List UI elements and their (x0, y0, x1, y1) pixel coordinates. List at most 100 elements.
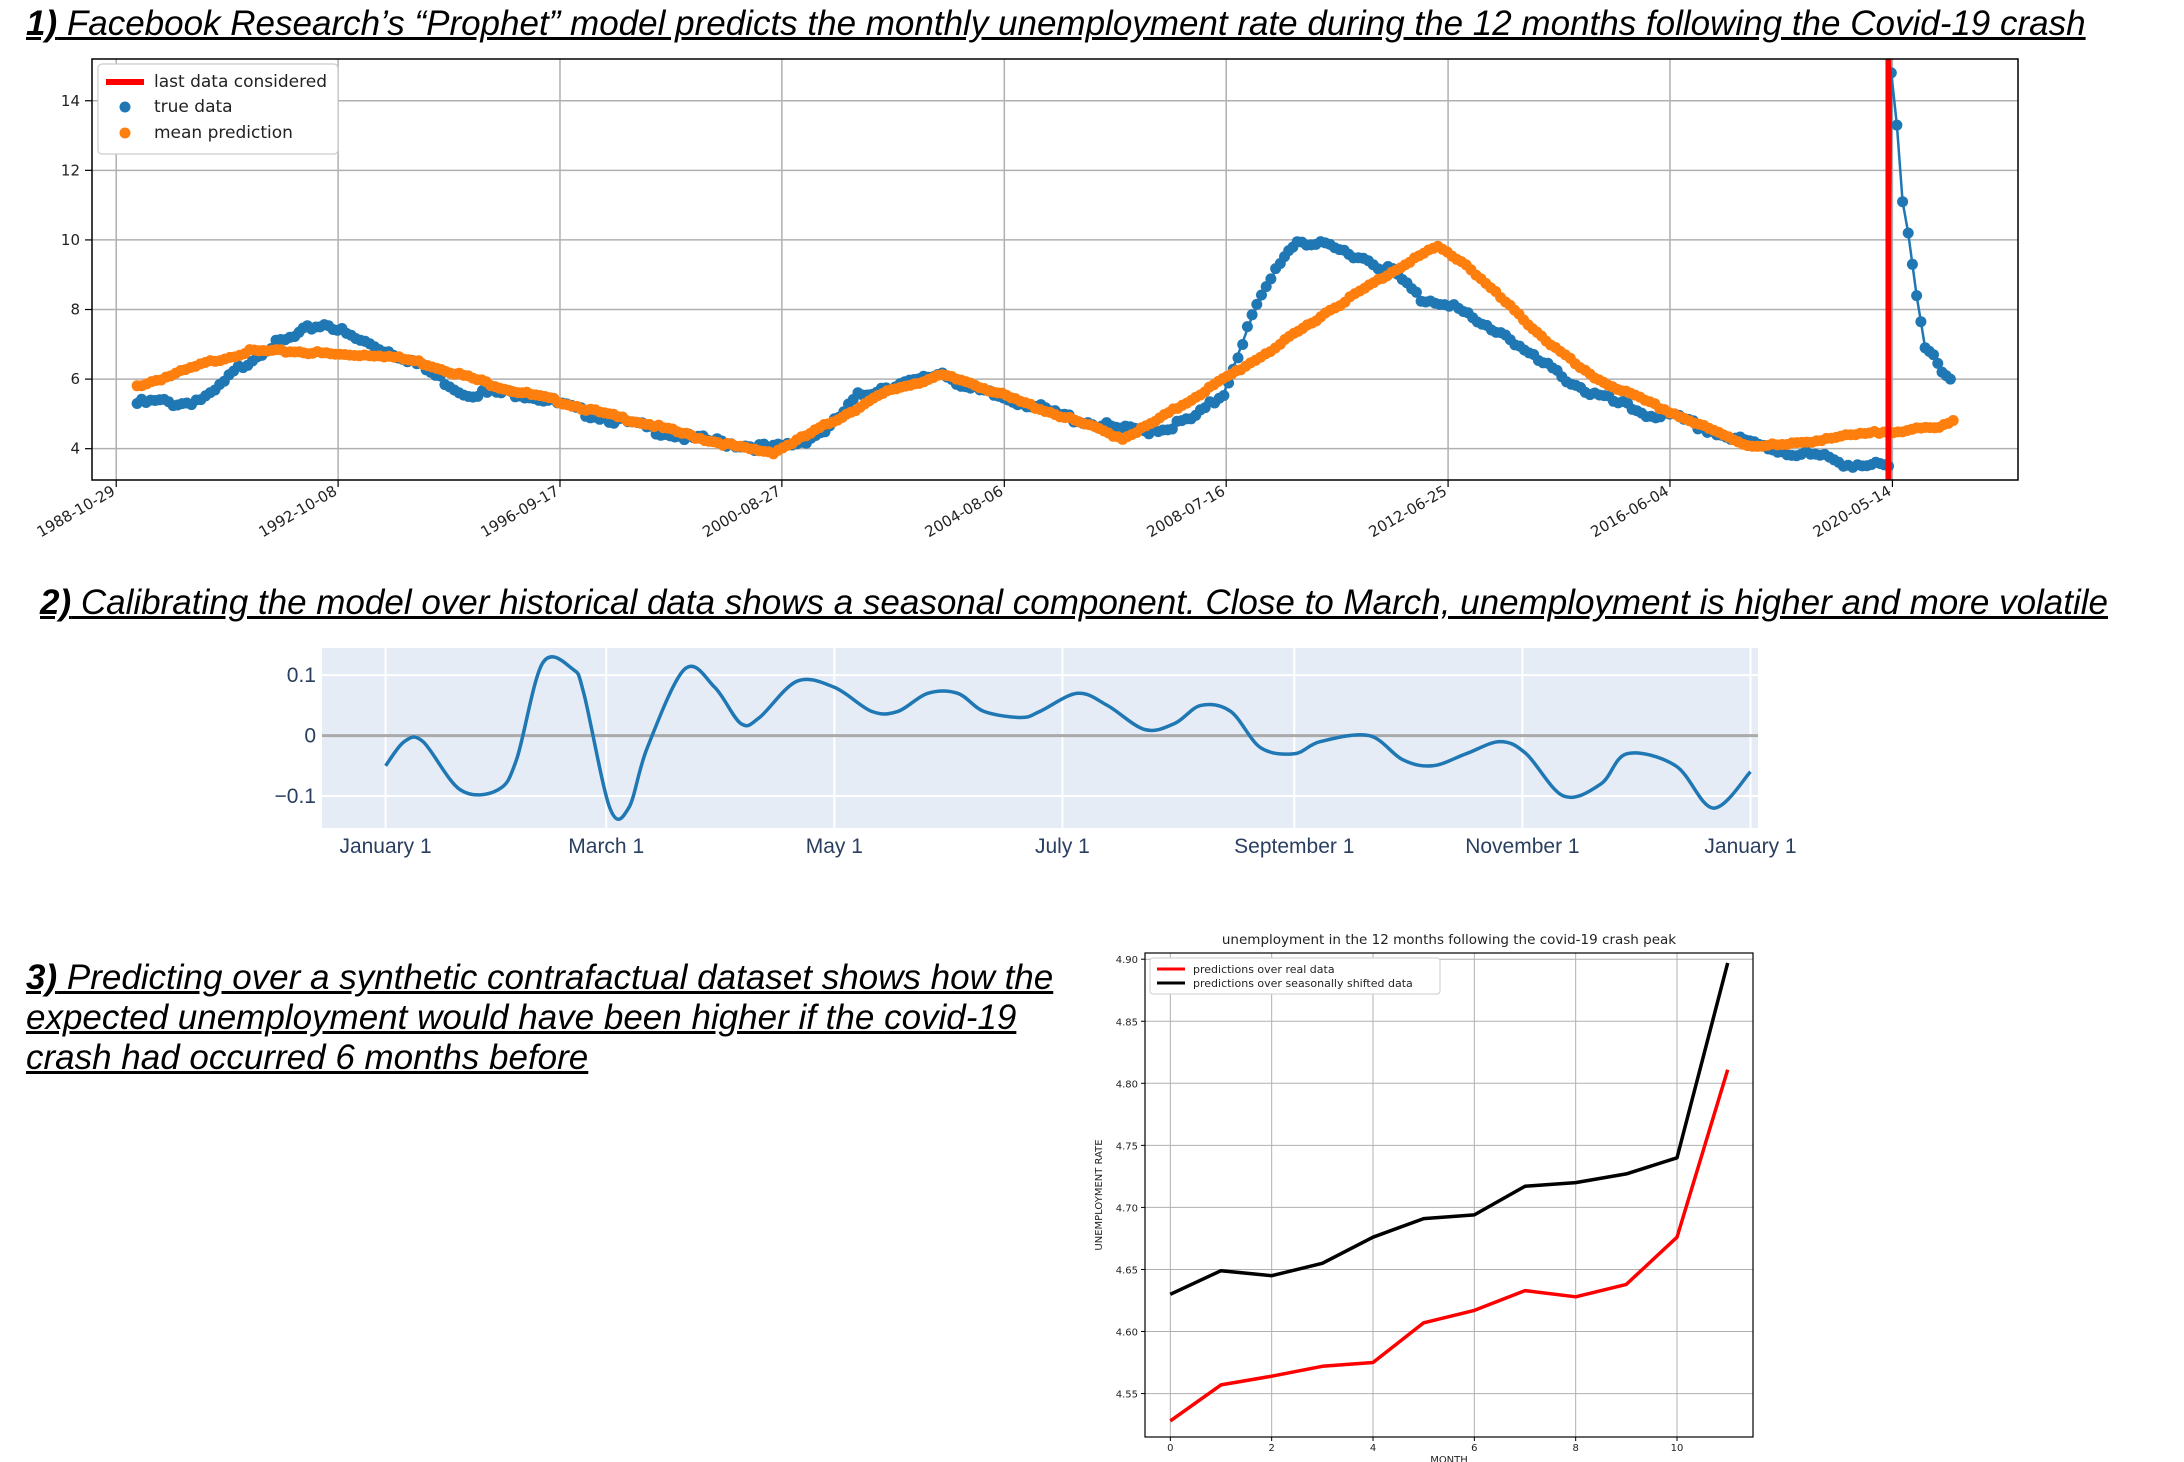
true-data-point (1795, 448, 1807, 460)
mean-prediction-point (823, 418, 835, 430)
true-data-point (542, 394, 554, 406)
mean-prediction-point (1167, 403, 1179, 415)
mean-prediction-point (1226, 368, 1238, 380)
true-data-point (688, 432, 700, 444)
mean-prediction-point (877, 388, 889, 399)
mean-prediction-point (1607, 381, 1618, 393)
true-data-point (314, 321, 326, 333)
x-tick-label: 2012-06-25 (1366, 482, 1451, 541)
true-data-point (1645, 410, 1657, 422)
true-data-point (1157, 424, 1169, 436)
mean-prediction-point (685, 429, 697, 441)
true-data-point (1058, 408, 1070, 420)
true-data-point (1650, 412, 1662, 424)
true-data-point (1687, 415, 1699, 427)
x-tick-label: 6 (1471, 1443, 1477, 1454)
true-data-point (974, 384, 986, 396)
true-data-point (800, 437, 812, 449)
mean-prediction-point (1098, 425, 1110, 437)
mean-prediction-point (1475, 273, 1487, 285)
mean-prediction-point (1260, 348, 1271, 360)
mean-prediction-point (1074, 416, 1086, 428)
true-data-point (1776, 446, 1788, 458)
mean-prediction-point (1269, 342, 1281, 354)
true-data-point (190, 394, 202, 406)
true-data-point (172, 399, 184, 411)
true-data-point (1874, 458, 1886, 469)
mean-prediction-point (886, 384, 898, 395)
true-data-point (749, 445, 761, 456)
true-data-point (584, 412, 596, 424)
true-data-point (354, 334, 366, 346)
true-data-point (1091, 421, 1103, 433)
mean-prediction-point (471, 374, 483, 386)
mean-prediction-point (1404, 256, 1416, 268)
true-data-point (514, 390, 526, 402)
mean-prediction-point (859, 398, 871, 410)
true-data-point (1800, 445, 1812, 457)
mean-prediction-point (772, 444, 784, 456)
mean-prediction-point (744, 443, 756, 455)
true-data-point (904, 374, 915, 386)
mean-prediction-point (1747, 440, 1759, 452)
mean-prediction-point (1554, 346, 1566, 357)
true-data-point (763, 442, 775, 453)
true-data-point (988, 389, 1000, 401)
mean-prediction-point (298, 347, 310, 359)
mean-prediction-point (1145, 418, 1157, 429)
true-data-point (1256, 289, 1267, 301)
mean-prediction-point (440, 366, 452, 377)
mean-prediction-point (657, 422, 669, 434)
y-tick-label: 4.75 (1116, 1141, 1138, 1152)
true-data-point (1035, 399, 1047, 411)
mean-prediction-point (1329, 302, 1341, 314)
true-data-point (186, 399, 197, 411)
true-data-point (786, 439, 798, 451)
mean-prediction-point (1019, 397, 1031, 409)
true-data-point (495, 387, 507, 399)
x-tick-label: January 1 (1704, 835, 1796, 858)
x-tick-label: 1992-10-08 (256, 482, 341, 541)
mean-prediction-point (1427, 242, 1439, 254)
heading-2-text: Calibrating the model over historical da… (71, 583, 2109, 622)
mean-prediction-point (363, 350, 375, 362)
mean-prediction-point (1840, 429, 1852, 441)
mean-prediction-point (1796, 436, 1808, 448)
true-data-point (1287, 241, 1299, 253)
true-data-point (1129, 422, 1141, 434)
true-data-point (1861, 460, 1873, 472)
mean-prediction-point (1713, 426, 1725, 438)
true-data-point (1612, 397, 1624, 409)
mean-prediction-point (1117, 433, 1129, 445)
true-data-point (204, 387, 216, 399)
true-data-point (289, 331, 301, 342)
true-data-point (1532, 355, 1544, 366)
mean-prediction-point (1924, 422, 1936, 434)
mean-prediction-point (1574, 362, 1586, 374)
true-data-point (594, 413, 606, 425)
mean-prediction-point (1559, 349, 1571, 361)
true-data-point (1542, 357, 1554, 369)
true-data-point (1911, 290, 1923, 302)
mean-prediction-point (694, 432, 706, 444)
true-data-point (1296, 236, 1308, 248)
true-data-point (1406, 283, 1418, 295)
mean-prediction-point (383, 350, 395, 362)
true-data-point (1711, 429, 1723, 441)
legend-box (97, 63, 339, 155)
true-data-point (392, 352, 404, 364)
true-data-point (725, 438, 737, 450)
mean-prediction-point (1485, 282, 1497, 294)
true-data-point (650, 428, 662, 440)
true-data-point (767, 439, 779, 451)
y-tick-label: 6 (70, 370, 80, 388)
true-data-point (1932, 357, 1944, 369)
mean-prediction-point (489, 381, 501, 393)
mean-prediction-point (1602, 379, 1614, 391)
true-data-point (1617, 396, 1629, 407)
true-data-point (1096, 420, 1108, 432)
true-data-point (310, 321, 322, 333)
mean-prediction-point (1349, 288, 1361, 300)
mean-prediction-point (349, 350, 361, 361)
mean-prediction-point (690, 432, 702, 444)
